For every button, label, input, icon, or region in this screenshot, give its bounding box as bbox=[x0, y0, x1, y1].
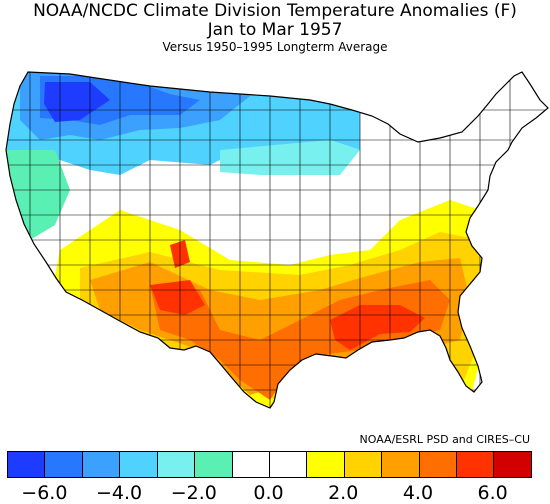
legend-tick-label: 4.0 bbox=[402, 482, 434, 504]
legend-swatch-13 bbox=[494, 452, 531, 477]
legend-swatch-7 bbox=[269, 452, 308, 477]
legend-tick-label: −4.0 bbox=[95, 482, 143, 504]
region-mint-northern bbox=[220, 140, 360, 175]
legend-tick-label: 0.0 bbox=[253, 482, 284, 504]
legend-tick-label: 2.0 bbox=[328, 482, 359, 504]
legend-tick-label: 6.0 bbox=[477, 482, 508, 504]
legend-tick-label: −2.0 bbox=[170, 482, 217, 504]
legend-swatch-1 bbox=[45, 452, 83, 477]
anomaly-regions bbox=[6, 72, 548, 408]
legend-swatch-12 bbox=[457, 452, 495, 477]
legend-swatch-6 bbox=[232, 452, 270, 477]
map-title: NOAA/NCDC Climate Division Temperature A… bbox=[33, 1, 517, 21]
legend-ticks: −6.0 −4.0 −2.0 0.0 2.0 4.0 6.0 bbox=[0, 478, 550, 504]
legend-swatch-5 bbox=[195, 452, 233, 477]
legend-swatch-9 bbox=[344, 452, 383, 477]
legend-swatch-0 bbox=[8, 452, 46, 477]
color-legend bbox=[7, 451, 532, 478]
region-warm5 bbox=[150, 240, 425, 350]
us-outline bbox=[5, 71, 549, 409]
map-period: Jan to Mar 1957 bbox=[207, 20, 343, 40]
legend-swatch-3 bbox=[120, 452, 158, 477]
credit-label: NOAA/ESRL PSD and CIRES–CU bbox=[359, 433, 530, 446]
us-anomaly-map bbox=[5, 71, 549, 409]
legend-swatch-8 bbox=[307, 452, 345, 477]
legend-swatch-11 bbox=[419, 452, 458, 477]
legend-tick-label: −6.0 bbox=[21, 482, 68, 504]
legend-swatch-2 bbox=[82, 452, 121, 477]
legend-swatch-10 bbox=[382, 452, 420, 477]
region-cold3-north bbox=[44, 82, 110, 122]
map-subtitle: Versus 1950–1995 Longterm Average bbox=[162, 40, 388, 54]
legend-swatch-4 bbox=[157, 452, 196, 477]
